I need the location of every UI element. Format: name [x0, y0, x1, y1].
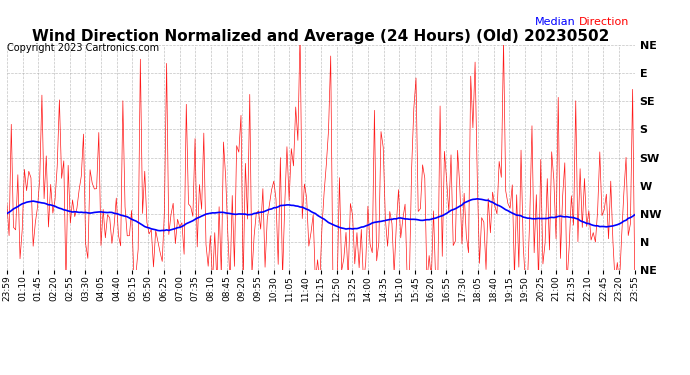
Text: Copyright 2023 Cartronics.com: Copyright 2023 Cartronics.com	[7, 43, 159, 53]
Legend: Median, Direction: Median, Direction	[535, 17, 629, 27]
Title: Wind Direction Normalized and Average (24 Hours) (Old) 20230502: Wind Direction Normalized and Average (2…	[32, 29, 609, 44]
